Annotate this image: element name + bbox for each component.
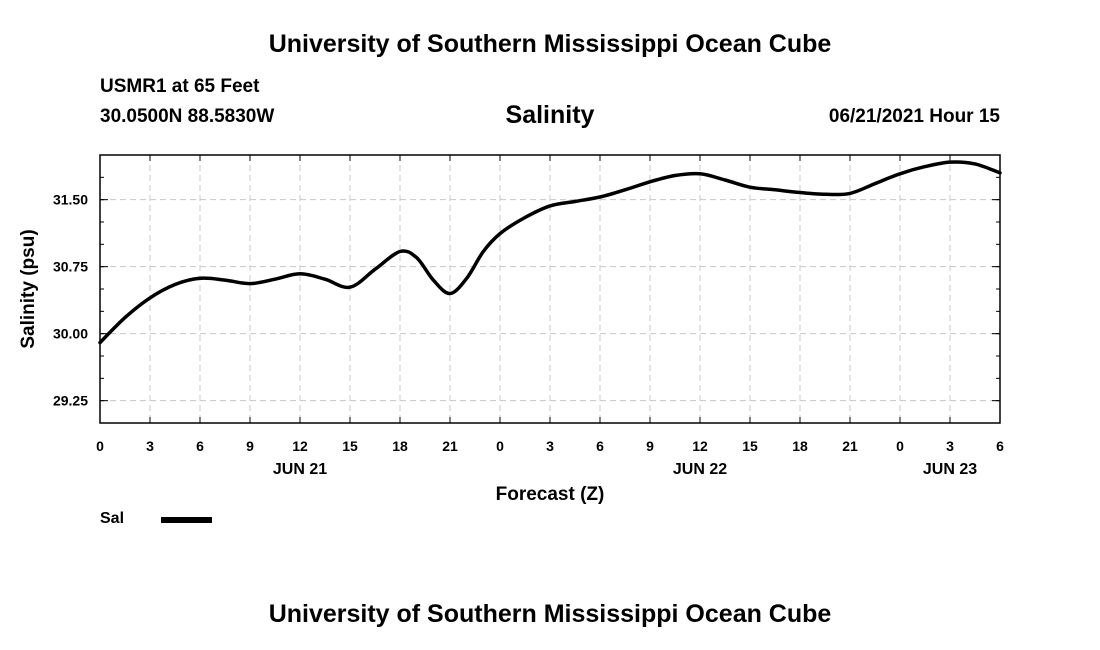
plot-frame [99,154,1001,424]
x-tick-label: 18 [392,438,408,454]
x-tick-label: 3 [546,438,554,454]
y-tick-label: 30.75 [53,259,88,275]
y-tick-labels: 29.25 30.00 30.75 31.50 [53,192,88,409]
date-label: JUN 23 [923,461,977,478]
x-tick-label: 15 [342,438,358,454]
grid-lines [100,155,1000,423]
x-tick-label: 15 [742,438,758,454]
x-tick-label: 21 [842,438,858,454]
x-tick-label: 3 [146,438,154,454]
station-label: USMR1 at 65 Feet [100,76,260,97]
legend-swatch [161,517,212,523]
x-tick-label: 3 [946,438,954,454]
x-tick-label: 21 [442,438,458,454]
x-axis-title: Forecast (Z) [496,484,605,505]
series-layer [98,160,1002,345]
x-tick-label: 9 [246,438,254,454]
x-tick-label: 12 [292,438,308,454]
date-label: JUN 21 [273,461,327,478]
y-tick-label: 30.00 [53,326,88,342]
series-line-salinity [98,160,1002,345]
y-tick-label: 31.50 [53,192,88,208]
footer-title: University of Southern Mississippi Ocean… [268,600,832,628]
date-labels: JUN 21 JUN 22 JUN 23 [273,461,977,478]
x-tick-label: 18 [792,438,808,454]
axis-ticks [99,155,1001,423]
x-tick-label: 6 [196,438,204,454]
forecast-datetime: 06/21/2021 Hour 15 [828,106,1000,127]
date-label: JUN 22 [673,461,727,478]
chart-title: Salinity [505,101,595,129]
x-tick-label: 6 [996,438,1004,454]
y-tick-label: 29.25 [53,393,88,409]
x-tick-labels: 0 3 6 9 12 15 18 21 0 3 6 9 12 15 18 21 0 3 6 [96,438,1004,454]
page-title: University of Southern Mississippi Ocean… [268,30,832,58]
x-tick-label: 6 [596,438,604,454]
x-tick-label: 9 [646,438,654,454]
x-tick-label: 0 [896,438,904,454]
x-tick-label: 12 [692,438,708,454]
x-tick-label: 0 [96,438,104,454]
coordinates-label: 30.0500N 88.5830W [100,106,275,127]
x-tick-label: 0 [496,438,504,454]
legend-label: Sal [100,510,125,527]
y-axis-title: Salinity (psu) [18,229,39,348]
